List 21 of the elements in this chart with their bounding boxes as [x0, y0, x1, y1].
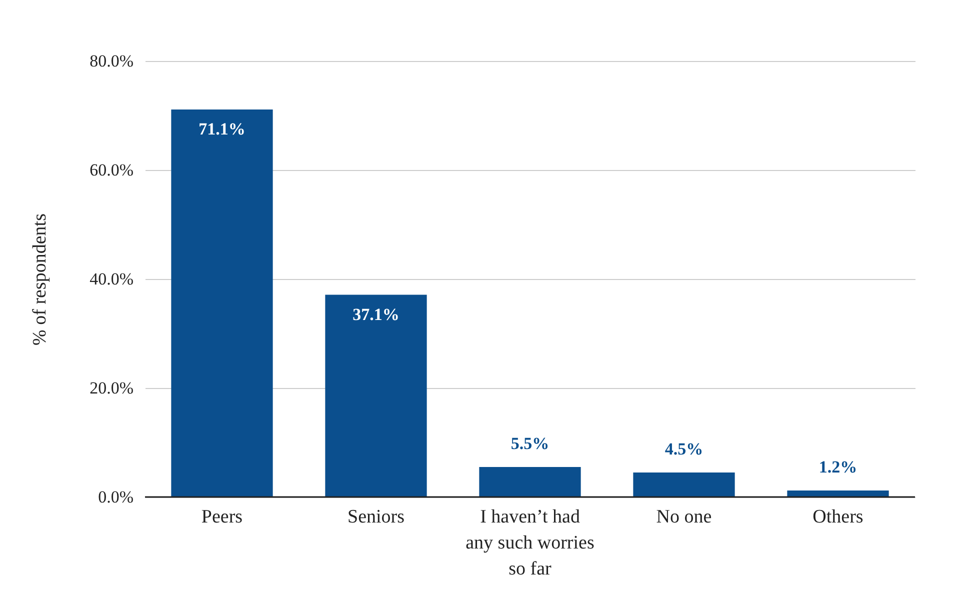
x-tick-label: Seniors: [348, 506, 404, 528]
y-tick-label: 40.0%: [90, 270, 134, 288]
y-tick-label: 80.0%: [90, 52, 134, 70]
bar: [787, 490, 889, 497]
bar: [479, 467, 581, 497]
y-tick-label: 60.0%: [90, 160, 134, 180]
y-axis-title: % of respondents: [30, 214, 51, 346]
y-tick-label: 20.0%: [90, 378, 134, 398]
bar: [633, 472, 735, 497]
bar: [325, 294, 427, 497]
data-label: 5.5%: [510, 434, 550, 454]
data-label: 37.1%: [352, 304, 400, 324]
x-tick-label: No one: [656, 506, 712, 528]
x-tick-label: I haven’t had any such worries so far: [466, 506, 594, 580]
data-label: 1.2%: [818, 457, 858, 476]
bar: [171, 110, 273, 497]
x-tick-label: Peers: [201, 506, 243, 528]
y-tick-label: 0.0%: [98, 488, 134, 506]
data-label: 4.5%: [664, 439, 704, 458]
x-tick-label: Others: [812, 506, 864, 528]
data-label: 71.1%: [198, 120, 246, 139]
